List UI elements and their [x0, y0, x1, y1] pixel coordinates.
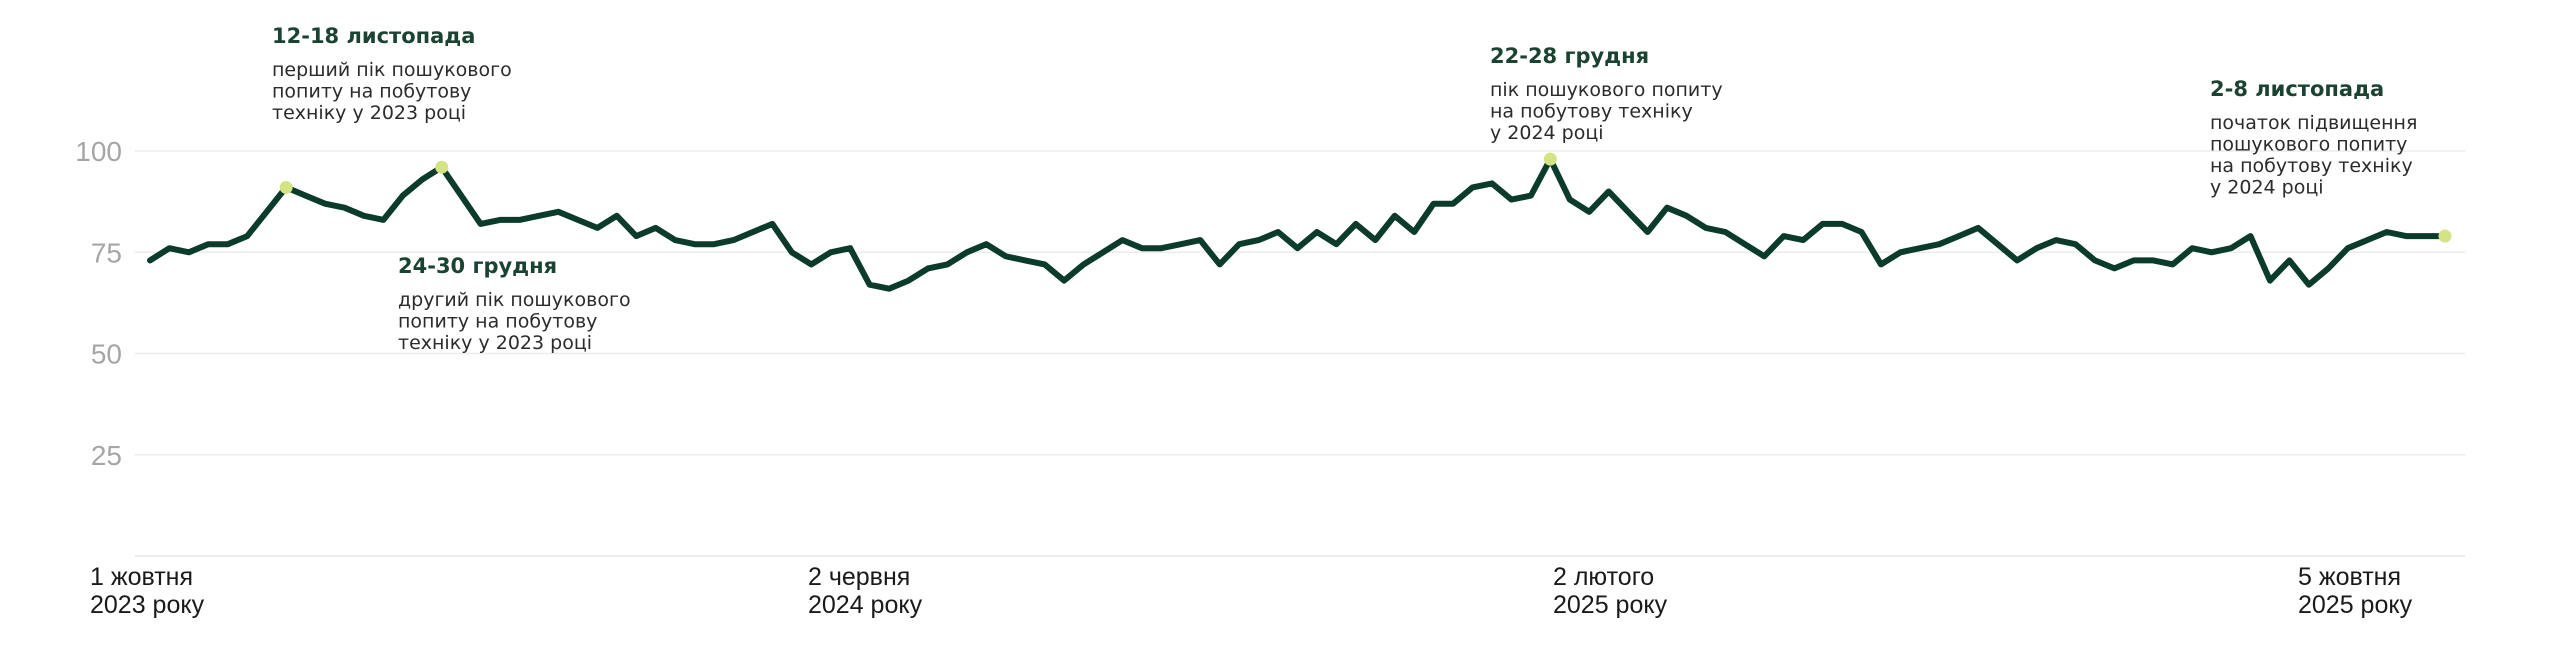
annotation: 12-18 листопада перший пік пошуковогопопи…	[272, 24, 512, 124]
y-axis-ticks: 100 75 50 25	[75, 136, 122, 471]
annotation: 24-30 грудня другий пік пошуковогопопиту …	[398, 254, 631, 354]
annotation-title: 22-28 грудня	[1490, 44, 1649, 68]
annotation-title: 24-30 грудня	[398, 254, 557, 278]
highlight-markers	[279, 152, 2452, 243]
x-tick-label: 2 червня 2024 року	[808, 563, 923, 619]
series-group	[147, 156, 2448, 292]
annotation-text: початок підвищення	[2210, 112, 2417, 134]
annotation-text: попиту на побутову	[272, 81, 471, 103]
annotation-text: попиту на побутову	[398, 311, 597, 333]
y-tick-label: 50	[91, 339, 122, 370]
annotation-text: другий пік пошукового	[398, 289, 631, 311]
x-tick-label: 1 жовтня 2023 року	[90, 563, 205, 619]
annotation-text: у 2024 році	[1490, 122, 1604, 144]
annotation-text: на побутову техніку	[2210, 155, 2413, 177]
x-tick-label-line: 5 жовтня	[2298, 563, 2401, 591]
x-tick-label-line: 2023 року	[90, 591, 205, 619]
gridlines	[135, 150, 2465, 557]
y-tick-label: 75	[91, 237, 122, 268]
series-line	[147, 156, 2448, 292]
annotation-text: техніку у 2023 році	[398, 332, 592, 354]
annotation-title: 2-8 листопада	[2210, 77, 2384, 101]
x-tick-label-line: 2025 року	[1553, 591, 1668, 619]
x-tick-label-line: 2024 року	[808, 591, 923, 619]
highlight-marker	[2438, 229, 2452, 243]
x-axis-ticks: 1 жовтня 2023 року 2 червня 2024 року 2 люто…	[90, 563, 2413, 619]
annotation-text: пошукового попиту	[2210, 134, 2407, 156]
x-tick-label-line: 2025 року	[2298, 591, 2413, 619]
x-tick-label-line: 2 лютого	[1553, 563, 1654, 591]
x-tick-label: 5 жовтня 2025 року	[2298, 563, 2413, 619]
highlight-marker	[279, 180, 293, 194]
highlight-marker	[1543, 152, 1557, 166]
y-tick-label: 100	[75, 136, 122, 167]
annotation-text: перший пік пошукового	[272, 59, 512, 81]
x-tick-label-line: 2 червня	[808, 563, 910, 591]
annotation-text: техніку у 2023 році	[272, 102, 466, 124]
highlight-marker	[435, 160, 449, 174]
y-tick-label: 25	[91, 440, 122, 471]
x-tick-label: 2 лютого 2025 року	[1553, 563, 1668, 619]
annotation-text: на побутову техніку	[1490, 101, 1693, 123]
x-tick-label-line: 1 жовтня	[90, 563, 193, 591]
annotation-title: 12-18 листопада	[272, 24, 475, 48]
annotation-text: пік пошукового попиту	[1490, 79, 1723, 101]
annotation-text: у 2024 році	[2210, 177, 2324, 199]
annotation: 2-8 листопада початок підвищенняпошуковог…	[2210, 77, 2417, 199]
